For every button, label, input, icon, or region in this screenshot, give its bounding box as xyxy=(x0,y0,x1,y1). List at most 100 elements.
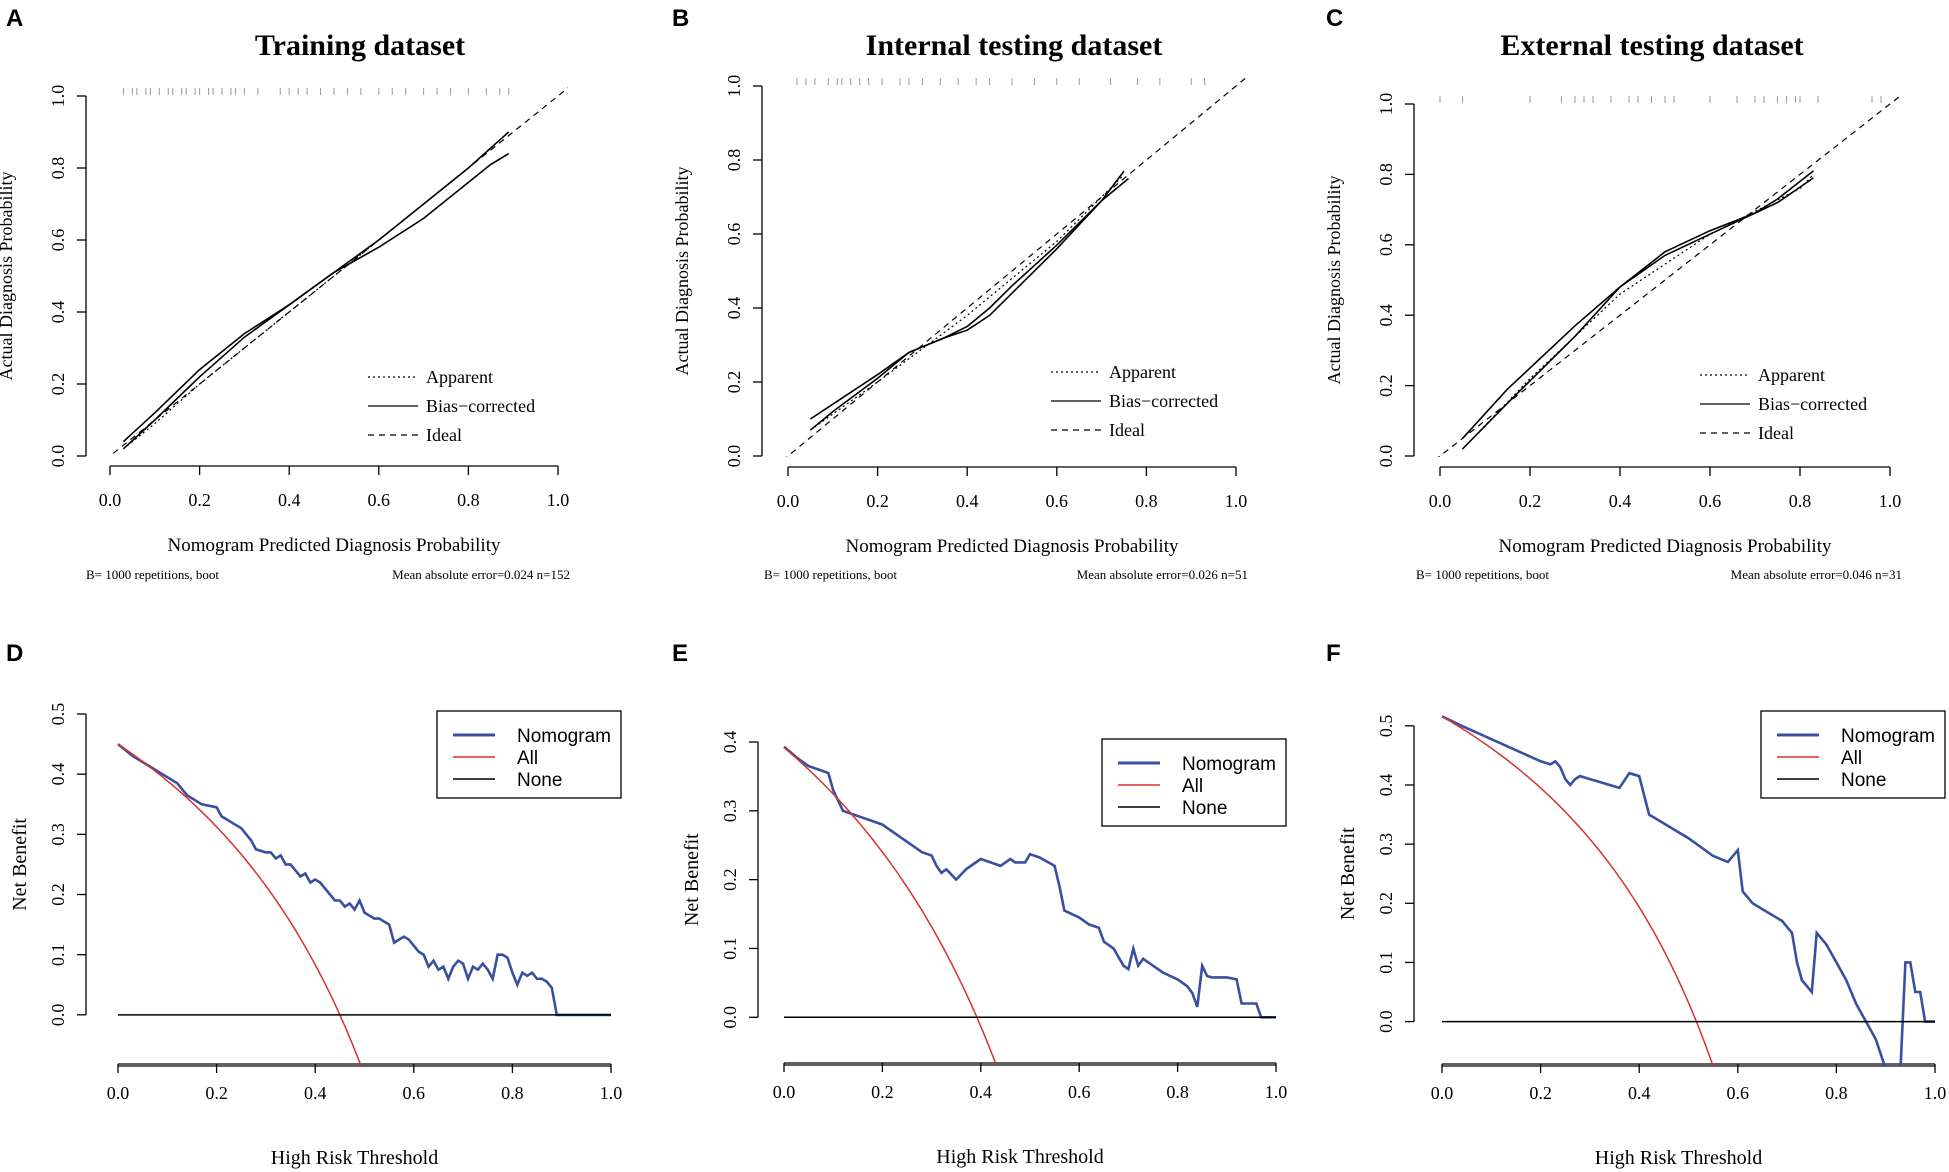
series-nomogram xyxy=(117,743,611,1017)
chart-title: Training dataset xyxy=(255,29,465,62)
y-tick-label: 0.8 xyxy=(724,149,744,172)
x-tick-label: 1.0 xyxy=(600,1083,623,1103)
y-tick-label: 0.3 xyxy=(48,823,68,846)
y-axis-label: Actual Diagnosis Probability xyxy=(0,172,16,381)
x-tick-label: 0.2 xyxy=(205,1083,228,1103)
y-tick-label: 0.0 xyxy=(724,445,744,468)
x-tick-label: 1.0 xyxy=(1924,1083,1947,1103)
series-nomogram xyxy=(1441,715,1935,1066)
legend-label: Ideal xyxy=(1758,423,1794,443)
legend-label: Apparent xyxy=(426,367,493,387)
x-tick-label: 1.0 xyxy=(1265,1082,1288,1102)
x-tick-label: 0.2 xyxy=(1529,1083,1552,1103)
legend: Apparent Bias−corrected Ideal xyxy=(1700,365,1867,443)
y-tick-label: 1.0 xyxy=(1376,93,1396,116)
x-tick-label: 0.8 xyxy=(501,1083,524,1103)
legend-label: None xyxy=(1182,798,1227,819)
y-tick-label: 0.0 xyxy=(48,1004,68,1027)
x-tick-label: 0.4 xyxy=(304,1083,327,1103)
panel-letter: F xyxy=(1326,640,1341,667)
x-tick-label: 0.4 xyxy=(956,491,979,511)
y-tick-label: 0.2 xyxy=(1376,374,1396,397)
x-tick-label: 0.8 xyxy=(1825,1083,1848,1103)
x-tick-label: 0.0 xyxy=(107,1083,130,1103)
x-tick-label: 1.0 xyxy=(1225,491,1248,511)
x-tick-label: 1.0 xyxy=(1879,491,1902,511)
series-apparent xyxy=(1462,173,1814,450)
y-tick-label: 0.1 xyxy=(720,937,740,960)
x-tick-label: 0.8 xyxy=(457,490,480,510)
y-tick-label: 0.3 xyxy=(1376,833,1396,856)
x-tick-label: 0.6 xyxy=(1068,1082,1091,1102)
y-tick-label: 0.0 xyxy=(48,445,68,468)
plot-area xyxy=(117,743,611,1066)
panel-letter: E xyxy=(672,640,688,667)
panel-F: F 0.0 0.2 0.4 0.6 0.8 1.0 0.0 0.1 0.2 0.3 0.4 0.5 Hig… xyxy=(1326,640,1946,1169)
y-tick-label: 0.2 xyxy=(724,371,744,394)
y-tick-label: 0.3 xyxy=(720,800,740,823)
x-tick-label: 0.6 xyxy=(368,490,391,510)
plot-area xyxy=(109,87,568,456)
y-tick-label: 0.6 xyxy=(48,229,68,252)
legend-box xyxy=(436,710,622,799)
series-all xyxy=(783,746,997,1064)
y-tick-label: 0.0 xyxy=(1376,445,1396,468)
legend-label: Apparent xyxy=(1109,362,1176,382)
y-axis-label: Actual Diagnosis Probability xyxy=(672,167,692,376)
panel-D: D 0.0 0.2 0.4 0.6 0.8 1.0 0.0 0.1 0.2 0.3 0.4 0.5 Hig… xyxy=(6,640,622,1169)
x-tick-label: 0.0 xyxy=(1429,491,1452,511)
legend-label: Nomogram xyxy=(517,726,611,747)
y-tick-label: 0.2 xyxy=(1376,892,1396,915)
x-tick-label: 0.8 xyxy=(1789,491,1812,511)
legend-label: All xyxy=(1841,748,1862,769)
legend-label: All xyxy=(517,748,538,769)
y-axis-label: Net Benefit xyxy=(9,818,31,911)
x-axis-label: High Risk Threshold xyxy=(936,1146,1103,1168)
x-tick-label: 0.0 xyxy=(777,491,800,511)
y-tick-label: 0.6 xyxy=(1376,234,1396,256)
legend-label: All xyxy=(1182,776,1203,797)
y-tick-label: 0.5 xyxy=(48,703,68,726)
y-tick-label: 0.5 xyxy=(1376,715,1396,738)
legend-label: Ideal xyxy=(426,425,462,445)
y-tick-label: 0.6 xyxy=(724,223,744,246)
series-apparent-curve xyxy=(1461,170,1814,450)
y-tick-label: 0.4 xyxy=(724,297,744,320)
x-axis-label: High Risk Threshold xyxy=(271,1147,438,1169)
x-axis-label: Nomogram Predicted Diagnosis Probability xyxy=(1499,536,1832,557)
legend-label: Ideal xyxy=(1109,420,1145,440)
y-tick-label: 0.0 xyxy=(720,1006,740,1029)
series-bias-corrected xyxy=(1461,177,1814,439)
panel-letter: C xyxy=(1326,5,1343,32)
panel-C: C External testing dataset 0.0 0.2 0.4 0.6 0.8… xyxy=(1324,5,1902,582)
x-tick-label: 0.6 xyxy=(1699,491,1722,511)
legend-label: None xyxy=(517,770,562,791)
x-tick-label: 0.2 xyxy=(188,490,211,510)
y-tick-label: 1.0 xyxy=(48,85,68,108)
y-axis-label: Actual Diagnosis Probability xyxy=(1324,176,1344,385)
x-tick-label: 0.0 xyxy=(773,1082,796,1102)
y-tick-label: 0.8 xyxy=(1376,163,1396,186)
footer-right: Mean absolute error=0.046 n=31 xyxy=(1731,567,1902,582)
series-apparent-curve xyxy=(809,170,1125,431)
panel-letter: A xyxy=(6,5,23,32)
series-bias-corrected xyxy=(809,177,1130,420)
series-apparent xyxy=(810,174,1125,431)
plot-area xyxy=(785,76,1246,457)
x-tick-label: 0.6 xyxy=(1046,491,1069,511)
plot-area xyxy=(783,745,1276,1064)
series-ideal xyxy=(785,76,1246,457)
y-tick-label: 0.4 xyxy=(720,731,740,754)
x-axis-label: High Risk Threshold xyxy=(1595,1147,1762,1169)
footer-left: B= 1000 repetitions, boot xyxy=(86,567,219,582)
footer-left: B= 1000 repetitions, boot xyxy=(1416,567,1549,582)
series-all xyxy=(1441,715,1714,1066)
y-tick-label: 0.4 xyxy=(48,301,68,324)
x-tick-label: 0.4 xyxy=(970,1082,993,1102)
panel-E: E 0.0 0.2 0.4 0.6 0.8 1.0 0.0 0.1 0.2 0.3 0.4 High R… xyxy=(672,640,1287,1168)
y-tick-label: 0.4 xyxy=(1376,774,1396,797)
panel-B: B Internal testing dataset 0.0 0.2 0.4 0.6 0.8… xyxy=(672,5,1248,582)
y-tick-label: 1.0 xyxy=(724,75,744,98)
x-tick-label: 0.0 xyxy=(1431,1083,1454,1103)
